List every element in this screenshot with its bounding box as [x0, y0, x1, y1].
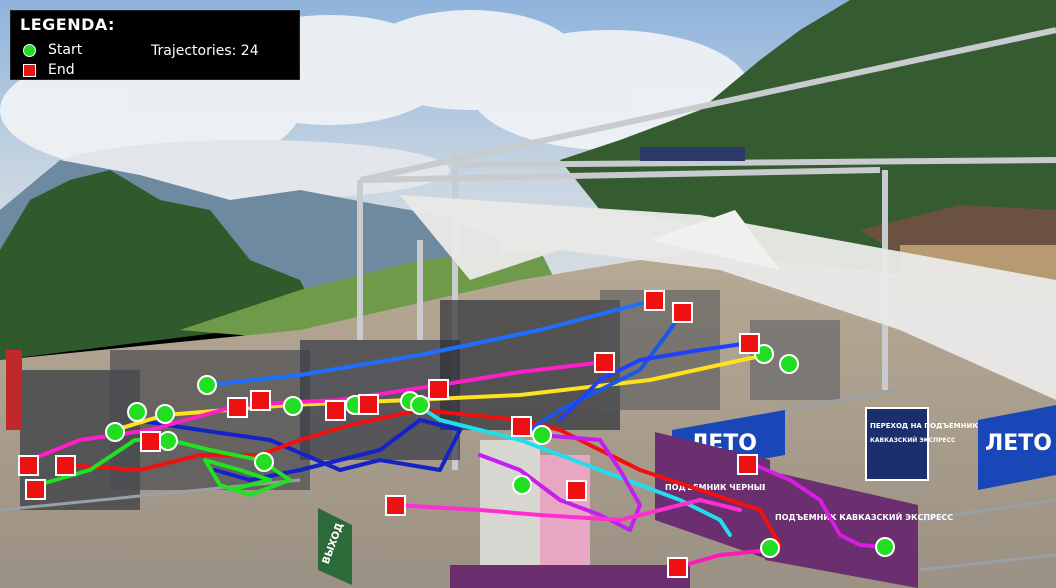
trajectory-blue [205, 298, 657, 387]
legend: LEGENDA: Start End Trajectories: 24 [10, 10, 300, 80]
trajectory-pink2 [393, 498, 742, 522]
trajectory-magenta2 [676, 548, 772, 569]
banner-right-text: ЛЕТО [985, 431, 1052, 456]
legend-title: LEGENDA: [20, 15, 115, 34]
start-markers [105, 344, 895, 558]
legend-start-row: Start [23, 42, 82, 58]
end-markers [18, 290, 760, 578]
trajectory-blue2 [528, 310, 684, 432]
legend-start-label: Start [48, 42, 83, 58]
info-sign-title: ПЕРЕХОД НА ПОДЪЕМНИК [870, 422, 978, 430]
cable-car [640, 147, 745, 161]
legend-end-row: End [23, 62, 75, 78]
canopy-sail [400, 195, 1056, 400]
canopy-sail-2 [650, 210, 780, 270]
trajectory-cyan [408, 398, 732, 537]
purple-banner-2: ПОДЪЕМНИК КАВКАЗСКИЙ ЭКСПРЕСС [765, 470, 953, 588]
trajectory-blue3 [558, 341, 752, 422]
start-marker-icon [23, 43, 36, 57]
exit-sign: ВЫХОД [318, 508, 352, 585]
building-roof [860, 205, 1056, 255]
end-marker-icon [23, 63, 36, 77]
purple-banner-2-text: ПОДЪЕМНИК ЧЕРНЫЕ СКАЛА [665, 483, 803, 492]
trajectory-navy [133, 418, 462, 482]
banner-blue-right: ЛЕТО [978, 405, 1056, 490]
legend-trajectory-count: Trajectories: 24 [151, 43, 259, 59]
purple-banner-1-text: ПОДЪЕМНИК КАВКАЗСКИЙ ЭКСПРЕСС [775, 511, 953, 522]
red-pole-left [6, 350, 22, 430]
info-sign-sub: КАВКАЗСКИЙ ЭКСПРЕСС [870, 436, 956, 444]
trajectory-purple [478, 433, 642, 532]
trajectory-green [36, 438, 292, 497]
legend-end-label: End [48, 62, 75, 78]
trajectory-violet [746, 460, 887, 549]
fences [0, 388, 1056, 572]
info-sign: ПЕРЕХОД НА ПОДЪЕМНИК КАВКАЗСКИЙ ЭКСПРЕСС [865, 407, 978, 481]
purple-panel-bottom [450, 565, 690, 588]
